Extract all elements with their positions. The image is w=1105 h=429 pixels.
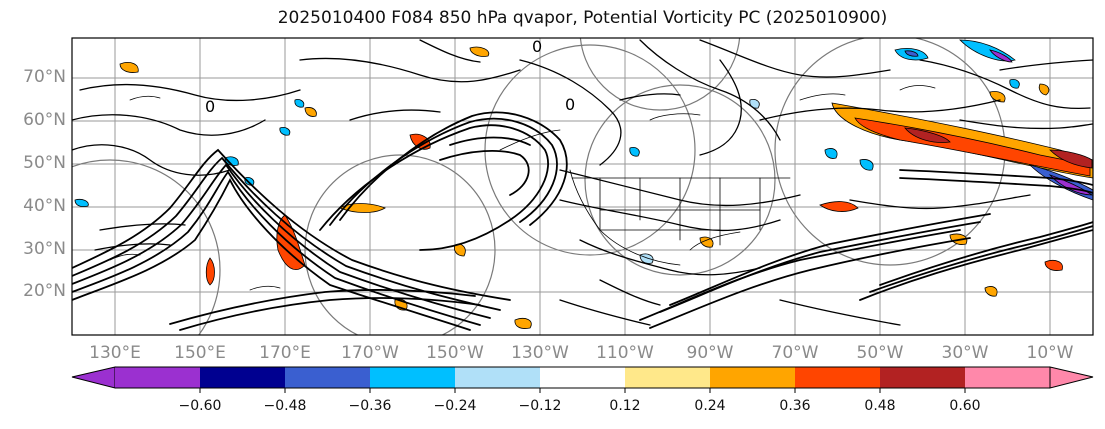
- plot-title: 2025010400 F084 850 hPa qvapor, Potentia…: [277, 8, 888, 28]
- colorbar-segment: [370, 367, 455, 388]
- pv-contours: [72, 39, 1093, 331]
- contour-label: 0: [205, 97, 215, 116]
- contour-label: 0: [565, 95, 575, 114]
- lon-label: 170°W: [341, 343, 399, 363]
- lat-label: 50°N: [23, 153, 66, 173]
- colorbar-segment: [200, 367, 285, 388]
- colorbar-tick-label: 0.36: [779, 398, 811, 414]
- map-background: [72, 38, 1093, 335]
- lat-label: 20°N: [23, 281, 66, 301]
- positive-pv-anomalies: [119, 46, 1093, 329]
- colorbar-tick-label: −0.24: [433, 398, 477, 414]
- lon-label: 130°E: [89, 343, 141, 363]
- contour-label: 0: [532, 37, 542, 56]
- colorbar-tick-label: −0.48: [263, 398, 307, 414]
- lat-label: 40°N: [23, 196, 66, 216]
- colorbar-tick-label: 0.24: [694, 398, 726, 414]
- map-frame: [71, 37, 1094, 336]
- colorbar-segment: [795, 367, 880, 388]
- lon-label: 150°W: [426, 343, 484, 363]
- colorbar-segment: [455, 367, 540, 388]
- colorbar-segment: [285, 367, 370, 388]
- lon-label: 30°W: [941, 343, 989, 363]
- colorbar-extend-left: [71, 366, 116, 389]
- colorbar-tick-label: 0.12: [609, 398, 641, 414]
- lon-label: 50°W: [856, 343, 904, 363]
- lon-label: 70°W: [771, 343, 819, 363]
- colorbar-tick-label: 0.48: [864, 398, 896, 414]
- colorbar: [71, 366, 1094, 393]
- colorbar-segment: [710, 367, 795, 388]
- colorbar-tick-label: −0.36: [348, 398, 392, 414]
- colorbar-extend-right: [1049, 366, 1094, 389]
- colorbar-segment: [965, 367, 1050, 388]
- lat-label: 70°N: [23, 67, 66, 87]
- lon-label: 150°E: [174, 343, 226, 363]
- lon-label: 170°E: [259, 343, 311, 363]
- lon-label: 110°W: [596, 343, 654, 363]
- colorbar-tick-label: −0.60: [178, 398, 222, 414]
- lat-label: 60°N: [23, 110, 66, 130]
- lon-label: 130°W: [511, 343, 569, 363]
- lat-label: 30°N: [23, 239, 66, 259]
- colorbar-tick-label: 0.60: [949, 398, 981, 414]
- lon-label: 90°W: [686, 343, 734, 363]
- map-content: 0 0 0: [72, 37, 1093, 335]
- colorbar-segment: [540, 367, 625, 388]
- colorbar-tick-label: −0.12: [518, 398, 562, 414]
- colorbar-segment: [115, 367, 200, 388]
- lon-label: 10°W: [1026, 343, 1074, 363]
- colorbar-segment: [625, 367, 710, 388]
- colorbar-segment: [880, 367, 965, 388]
